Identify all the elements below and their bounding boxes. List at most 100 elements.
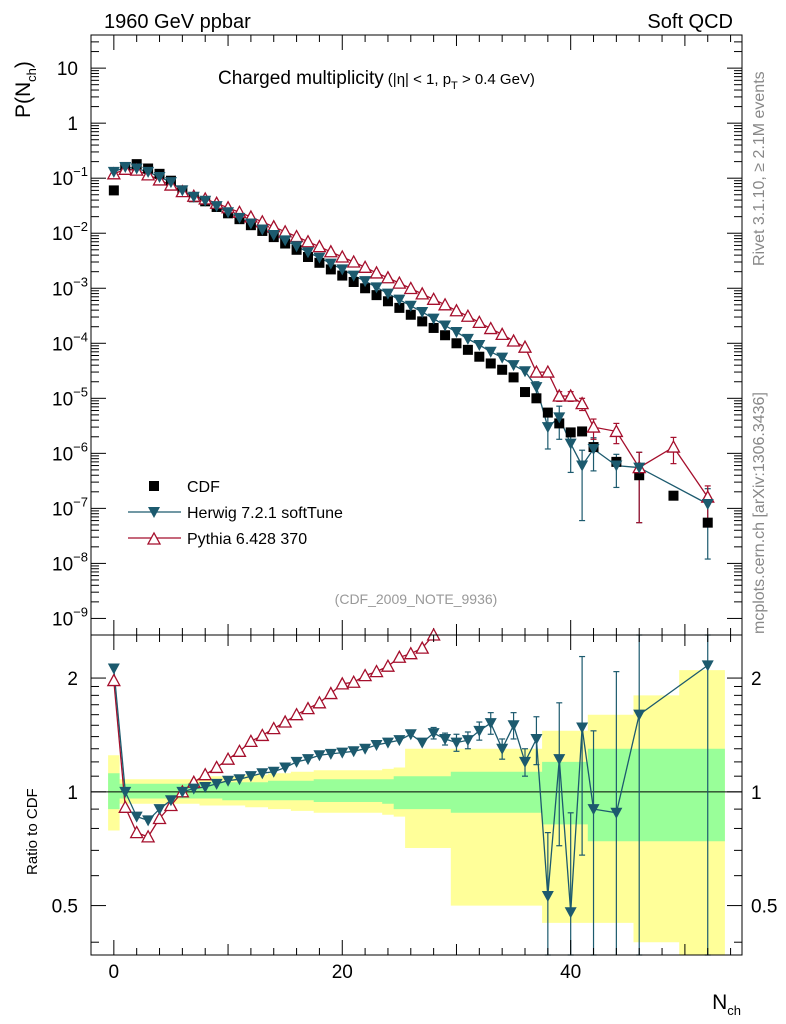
main-ytick-exponent: −6 — [73, 439, 88, 454]
herwig-point — [393, 294, 406, 306]
main-ytick-label: 10−9 — [52, 604, 88, 630]
herwig-point — [553, 412, 566, 424]
cdf-point — [108, 185, 119, 196]
legend-label-herwig: Herwig 7.2.1 softTune — [187, 505, 343, 522]
ratio-frame — [90, 634, 743, 956]
cdf-point — [542, 407, 553, 418]
ratio-herwig-point — [176, 786, 189, 798]
ratio-pythia-point — [243, 733, 258, 748]
main-ytick-mantissa: 10 — [52, 499, 73, 520]
herwig-point — [370, 282, 383, 294]
ratio-ytick-label-left: 2 — [67, 669, 78, 690]
main-ytick-mantissa: 10 — [52, 389, 73, 410]
pythia-point — [289, 229, 304, 243]
ratio-herwig-point — [507, 720, 520, 732]
ratio-pythia-point — [152, 811, 167, 825]
pythia-point — [449, 303, 464, 317]
pythia-point — [415, 286, 430, 300]
ratio-pythia-point — [232, 743, 247, 757]
pythia-line — [113, 168, 709, 498]
ratio-herwig-point — [210, 778, 223, 790]
herwig-point — [119, 161, 132, 173]
main-ylabel-sub: ch — [24, 68, 39, 82]
ratio-herwig-point — [416, 737, 429, 749]
pythia-point — [472, 315, 487, 329]
ratio-data-layer — [106, 627, 714, 956]
main-ytick-exponent: −7 — [73, 494, 88, 509]
ratio-herwig-point — [153, 804, 166, 816]
ratio-pythia-point — [266, 721, 281, 735]
cdf-point — [394, 302, 405, 313]
main-ytick-exponent: −8 — [73, 549, 88, 564]
chart-title-cuts-sub: T — [451, 80, 458, 92]
ratio-axes: 0.5 0.51 12 20 20 40 — [52, 635, 777, 983]
herwig-point — [233, 212, 246, 224]
main-ytick-label: 10−3 — [52, 274, 88, 300]
main-ytick-mantissa: 10 — [52, 224, 73, 245]
ratio-pythia-point — [255, 728, 270, 742]
ratio-herwig-point — [164, 795, 177, 807]
herwig-point — [564, 438, 577, 450]
pythia-point — [529, 364, 544, 378]
main-ytick-mantissa: 10 — [52, 444, 73, 465]
ratio-herwig-point — [187, 783, 200, 795]
ratio-herwig-point — [290, 756, 303, 768]
ratio-herwig-point — [564, 907, 577, 919]
herwig-point — [313, 252, 326, 264]
pythia-point — [346, 254, 361, 268]
ratio-herwig-point — [324, 748, 337, 760]
main-ytick-mantissa: 10 — [52, 169, 73, 190]
herwig-point — [633, 462, 646, 474]
pythia-point — [358, 259, 373, 273]
pythia-point — [540, 364, 555, 378]
ratio-herwig-point — [336, 747, 349, 759]
ratio-herwig-point — [633, 709, 646, 721]
pythia-point — [426, 291, 441, 305]
cdf-point — [371, 290, 382, 301]
main-ytick-label: 10−8 — [52, 549, 88, 575]
ratio-herwig-point — [119, 786, 132, 798]
pythia-point — [666, 439, 681, 453]
pythia-point — [495, 327, 510, 341]
herwig-point — [530, 382, 543, 394]
ratio-herwig-point — [267, 766, 280, 778]
ratio-herwig-point — [701, 660, 714, 672]
ratio-pythia-point — [220, 751, 236, 765]
pythia-point — [586, 419, 601, 433]
ratio-pythia-point — [415, 640, 430, 654]
cdf-point — [382, 296, 393, 307]
ratio-ylabel: Ratio to CDF — [24, 788, 41, 875]
cdf-point — [485, 358, 496, 369]
pythia-point — [460, 308, 475, 322]
pythia-point — [575, 396, 590, 410]
cdf-point — [360, 283, 371, 294]
pythia-point — [609, 424, 624, 438]
cdf-point — [428, 322, 439, 333]
cdf-point — [668, 490, 679, 501]
ratio-pythia-point — [118, 799, 133, 813]
ratio-pythia-point — [403, 646, 418, 660]
main-ytick-label: 10−1 — [52, 164, 88, 190]
ratio-herwig-point — [199, 781, 212, 793]
ratio-ytick-label-right: 0.5 — [751, 897, 777, 918]
legend: CDF Herwig 7.2.1 softTune Pythia 6.428 3… — [128, 479, 343, 548]
ratio-herwig-point — [587, 804, 600, 816]
herwig-point — [610, 460, 623, 472]
pythia-point — [312, 239, 327, 253]
ratio-xlabel: Nch — [712, 991, 741, 1018]
main-ylabel-close: ) — [12, 61, 35, 68]
cdf-point — [508, 372, 519, 383]
herwig-point — [164, 177, 177, 189]
main-ylabel: P(Nch) — [12, 61, 39, 118]
main-ytick-label: 10−6 — [52, 439, 88, 465]
ratio-pythia-point — [312, 695, 327, 709]
legend-marker-pythia — [146, 531, 162, 545]
ratio-pythia-point — [129, 825, 144, 839]
ratio-herwig-point — [393, 735, 406, 747]
ratio-herwig-point — [576, 722, 589, 734]
cdf-point — [634, 470, 645, 481]
ratio-herwig-point — [530, 733, 543, 745]
herwig-point — [130, 163, 143, 175]
ratio-herwig-point — [222, 775, 235, 787]
